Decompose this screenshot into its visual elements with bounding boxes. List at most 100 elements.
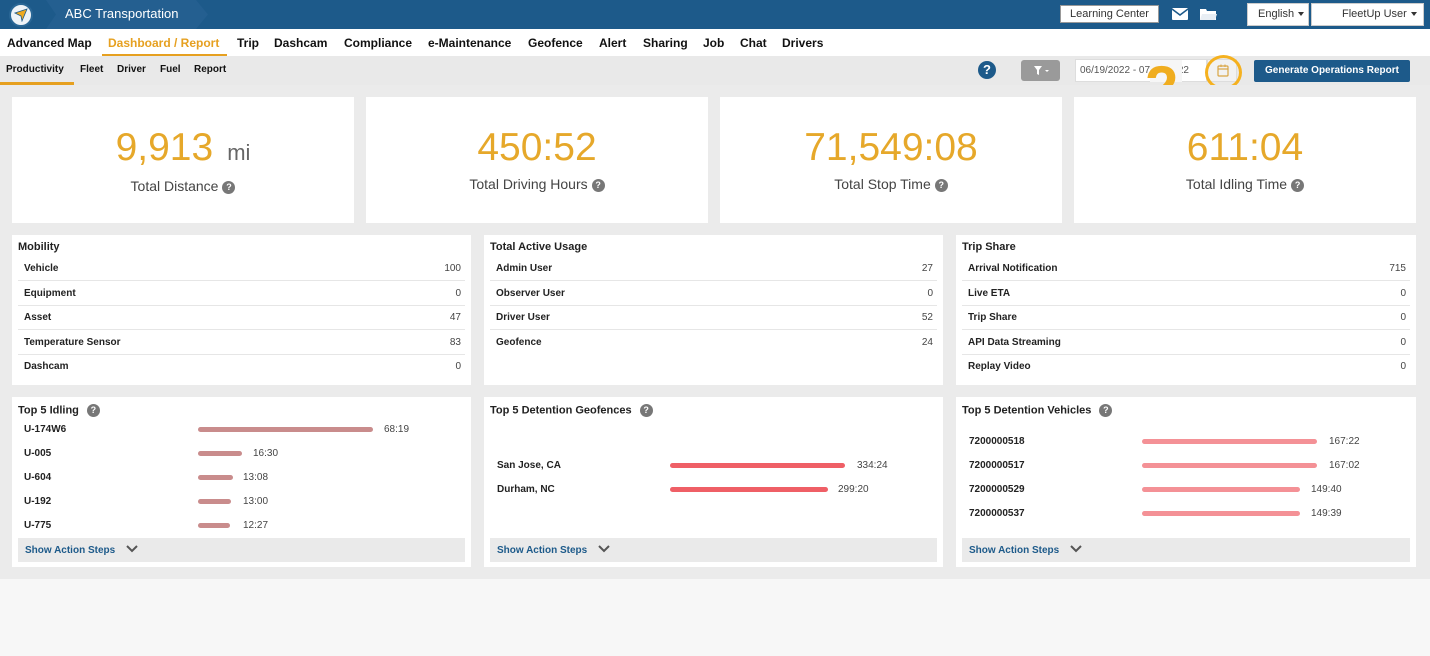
stat-card-total-distance: 9,913 mi Total Distance? (12, 97, 354, 223)
language-label: English (1258, 8, 1295, 20)
user-dropdown[interactable]: FleetUp User (1311, 3, 1424, 26)
menu-trip[interactable]: Trip (237, 36, 260, 50)
bar-label: 7200000537 (969, 508, 1025, 519)
top-idling-panel: Top 5 Idling? U-174W6 68:19 U-005 16:30 … (12, 397, 471, 567)
list-item: Equipment 0 (18, 282, 465, 306)
show-action-steps-button[interactable]: Show Action Steps (490, 538, 937, 562)
stat-value: 611:04 (1186, 126, 1304, 169)
list-item: Live ETA 0 (962, 282, 1410, 306)
row-label: Asset (24, 312, 52, 323)
row-label: Observer User (496, 288, 565, 299)
menu-compliance[interactable]: Compliance (344, 36, 413, 50)
row-label: Admin User (496, 263, 553, 274)
bar (198, 499, 231, 504)
help-icon[interactable]: ? (934, 178, 948, 192)
chevron-down-icon (1410, 12, 1417, 17)
panel-title: Top 5 Idling (18, 404, 79, 417)
row-label: Arrival Notification (968, 263, 1058, 274)
list-item: Driver User 52 (490, 306, 937, 330)
help-icon[interactable]: ? (639, 404, 653, 417)
language-dropdown[interactable]: English (1247, 3, 1309, 26)
active-tab-indicator (0, 82, 74, 85)
list-item: Observer User 0 (490, 282, 937, 306)
top-bar: ABC Transportation Learning Center Engli… (0, 0, 1430, 29)
bar-label: 7200000529 (969, 484, 1025, 495)
row-label: Trip Share (968, 312, 1017, 323)
list-item: API Data Streaming 0 (962, 331, 1410, 355)
generate-operations-report-button[interactable]: Generate Operations Report (1254, 60, 1410, 82)
bar-value: 13:00 (243, 496, 269, 507)
list-item: Dashcam 0 (18, 355, 465, 379)
row-label: Live ETA (968, 288, 1011, 299)
mail-icon[interactable] (1171, 6, 1189, 22)
row-label: Driver User (496, 312, 550, 323)
row-value: 0 (1400, 361, 1406, 372)
tab-report[interactable]: Report (194, 64, 227, 75)
tab-fuel[interactable]: Fuel (160, 64, 181, 75)
menu-dashboard-report[interactable]: Dashboard / Report (108, 36, 220, 50)
menu-chat[interactable]: Chat (740, 36, 767, 50)
row-label: API Data Streaming (968, 337, 1061, 348)
page-footer-area (0, 579, 1430, 656)
bar-label: San Jose, CA (497, 460, 561, 471)
show-action-steps-button[interactable]: Show Action Steps (18, 538, 465, 562)
trip-share-panel: Trip Share Arrival Notification 715 Live … (956, 235, 1416, 385)
menu-dashcam[interactable]: Dashcam (274, 36, 328, 50)
bar (198, 475, 233, 480)
row-label: Geofence (496, 337, 542, 348)
menu-job[interactable]: Job (703, 36, 725, 50)
app-logo[interactable] (0, 0, 46, 29)
learning-center-button[interactable]: Learning Center (1060, 5, 1159, 23)
bar (1142, 511, 1300, 516)
filter-button[interactable] (1021, 60, 1060, 81)
menu-alert[interactable]: Alert (599, 36, 627, 50)
bar-value: 299:20 (838, 484, 869, 495)
bar-value: 167:22 (1329, 436, 1360, 447)
show-action-steps-button[interactable]: Show Action Steps (962, 538, 1410, 562)
bar-value: 16:30 (253, 448, 279, 459)
stat-label: Total Driving Hours (469, 176, 588, 192)
row-label: Dashcam (24, 361, 69, 372)
menu-advanced-map[interactable]: Advanced Map (7, 36, 92, 50)
tab-driver[interactable]: Driver (117, 64, 146, 75)
panel-title: Mobility (18, 241, 60, 253)
tab-fleet[interactable]: Fleet (80, 64, 104, 75)
list-item: Replay Video 0 (962, 355, 1410, 379)
help-icon[interactable]: ? (1099, 404, 1113, 417)
help-icon[interactable]: ? (1291, 178, 1305, 192)
panel-title: Trip Share (962, 241, 1016, 253)
action-steps-label: Show Action Steps (497, 545, 588, 556)
user-label: FleetUp User (1342, 8, 1407, 20)
help-icon[interactable]: ? (86, 404, 100, 417)
tab-productivity[interactable]: Productivity (6, 64, 64, 75)
row-value: 52 (921, 312, 933, 323)
bar (1142, 463, 1317, 468)
date-range-input[interactable]: 06/19/2022 - 07/19/2022 (1075, 59, 1207, 82)
list-item: Admin User 27 (490, 257, 937, 281)
menu-sharing[interactable]: Sharing (643, 36, 688, 50)
top-detention-geofences-panel: Top 5 Detention Geofences? San Jose, CA … (484, 397, 943, 567)
stat-card-total-stop-time: 71,549:08 Total Stop Time? (720, 97, 1062, 223)
panel-title: Total Active Usage (490, 241, 588, 253)
help-icon[interactable]: ? (978, 61, 996, 79)
company-name[interactable]: ABC Transportation (46, 0, 208, 29)
menu-geofence[interactable]: Geofence (528, 36, 583, 50)
bar-value: 12:27 (243, 520, 269, 531)
panel-title: Top 5 Detention Geofences (490, 404, 632, 417)
row-value: 0 (455, 361, 461, 372)
help-icon[interactable]: ? (222, 180, 236, 194)
bar (1142, 487, 1300, 492)
stat-label: Total Stop Time (834, 176, 931, 192)
list-item: Trip Share 0 (962, 306, 1410, 330)
bar-value: 149:40 (1311, 484, 1342, 495)
row-label: Vehicle (24, 263, 59, 274)
help-icon[interactable]: ? (591, 178, 605, 192)
stat-label: Total Idling Time (1185, 176, 1288, 192)
bar-label: U-005 (24, 448, 52, 459)
row-label: Temperature Sensor (24, 337, 121, 348)
menu-drivers[interactable]: Drivers (782, 36, 824, 50)
stat-card-total-driving-hours: 450:52 Total Driving Hours? (366, 97, 708, 223)
folder-icon[interactable] (1199, 6, 1217, 22)
list-item: Asset 47 (18, 306, 465, 330)
menu-e-maintenance[interactable]: e-Maintenance (428, 36, 512, 50)
